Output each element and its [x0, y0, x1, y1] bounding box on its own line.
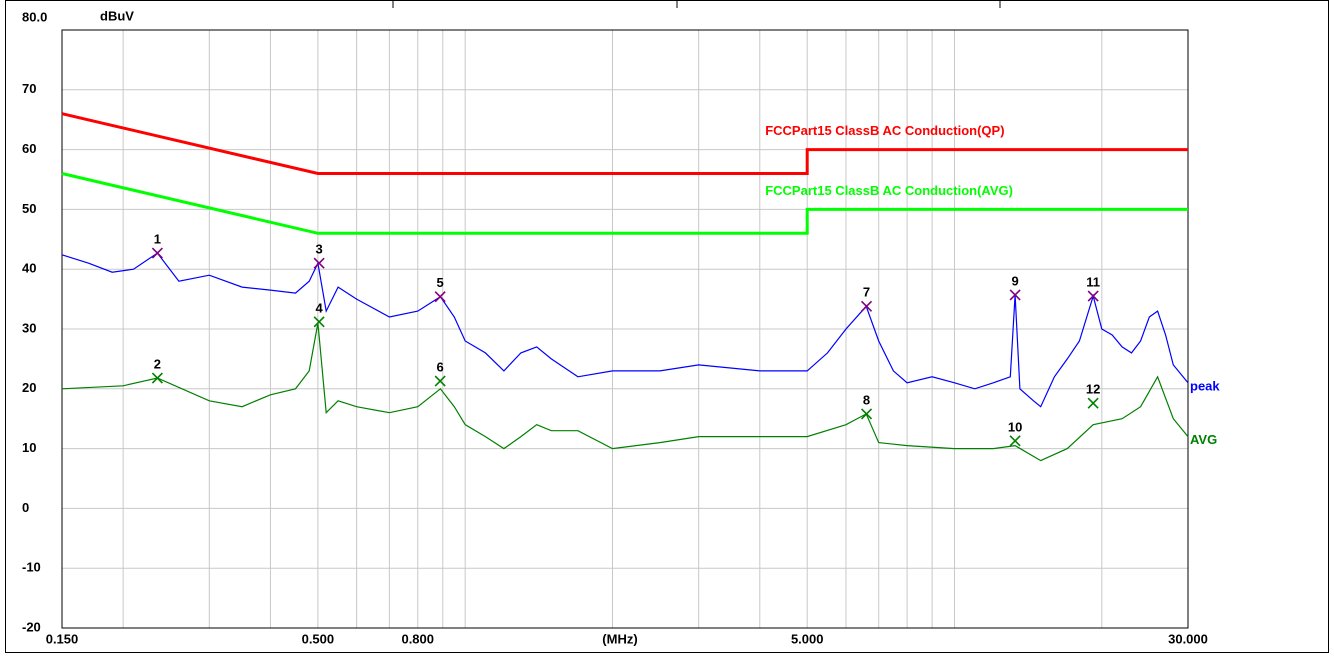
marker-label: 12: [1086, 382, 1100, 397]
marker: [1087, 290, 1099, 302]
marker: [860, 408, 873, 420]
y-tick-label: 0: [22, 500, 29, 515]
marker-label: 10: [1008, 419, 1022, 434]
x-tick-label: 5.000: [791, 631, 824, 646]
marker: [860, 300, 873, 312]
marker: [151, 247, 163, 259]
y-axis-label: dBuV: [100, 8, 134, 23]
marker-label: 9: [1012, 273, 1019, 288]
series-label: peak: [1190, 378, 1220, 393]
series-label: AVG: [1190, 432, 1217, 447]
x-tick-label: 0.150: [46, 631, 79, 646]
marker: [151, 372, 163, 384]
marker-label: 6: [437, 359, 444, 374]
marker: [313, 257, 325, 269]
y-tick-label: -10: [22, 560, 41, 575]
marker-label: 7: [863, 285, 870, 300]
x-tick-label: 0.500: [302, 631, 335, 646]
marker: [434, 375, 446, 387]
y-tick-label: 80.0: [22, 9, 47, 24]
marker: [434, 291, 446, 303]
marker-label: 2: [154, 356, 161, 371]
limit-line: [61, 112, 1188, 175]
y-tick-label: -20: [22, 619, 41, 634]
x-tick-label: 30.000: [1168, 631, 1208, 646]
marker: [1009, 289, 1021, 301]
marker-label: 5: [437, 275, 444, 290]
y-tick-label: 20: [22, 380, 36, 395]
x-axis-label: (MHz): [602, 631, 637, 646]
marker-label: 4: [316, 300, 324, 315]
marker: [313, 316, 325, 328]
marker: [1009, 435, 1021, 447]
trace-line: [61, 322, 1189, 462]
y-tick-label: 70: [22, 81, 36, 96]
plot-border: [61, 29, 1189, 629]
limit-label: FCCPart15 ClassB AC Conduction(QP): [765, 123, 1004, 138]
y-tick-label: 50: [22, 201, 36, 216]
x-tick-label: 0.800: [401, 631, 434, 646]
y-tick-label: 60: [22, 141, 36, 156]
y-tick-label: 10: [22, 440, 36, 455]
limit-label: FCCPart15 ClassB AC Conduction(AVG): [765, 183, 1013, 198]
marker-label: 3: [316, 242, 323, 257]
marker: [1087, 397, 1099, 409]
trace-line: [61, 252, 1189, 408]
marker-label: 11: [1086, 275, 1100, 290]
y-tick-label: 40: [22, 261, 36, 276]
y-tick-label: 30: [22, 320, 36, 335]
limit-line: [61, 172, 1188, 235]
marker-label: 8: [863, 392, 870, 407]
marker-label: 1: [154, 231, 161, 246]
